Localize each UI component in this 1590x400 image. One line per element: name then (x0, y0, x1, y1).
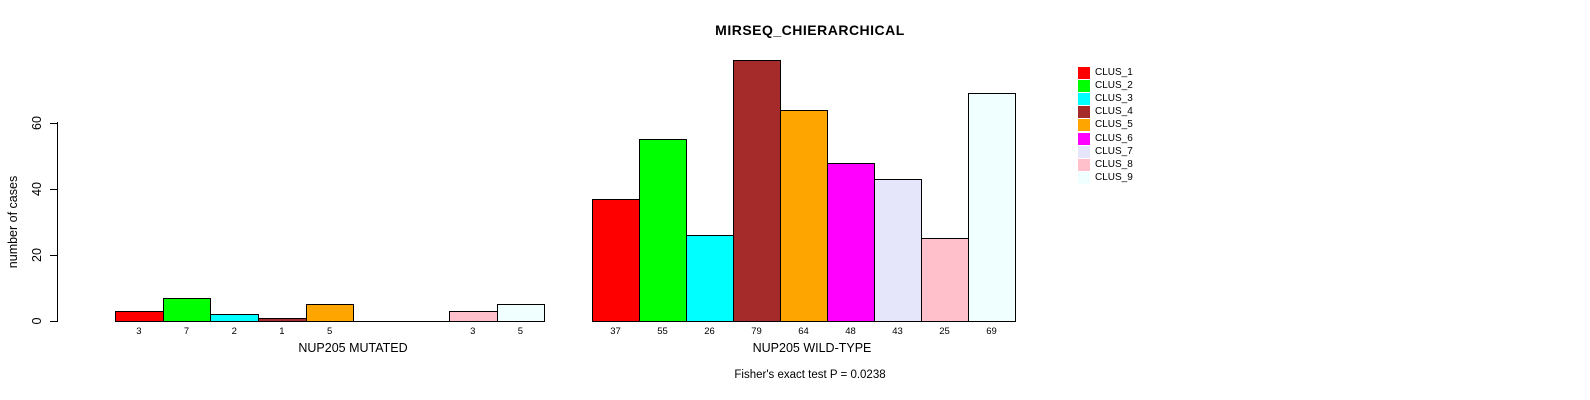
bar-value-label: 43 (892, 326, 903, 337)
chart-title: MIRSEQ_CHIERARCHICAL (715, 22, 905, 38)
legend-swatch (1078, 119, 1090, 132)
legend-swatch (1078, 79, 1090, 92)
legend-item: CLUS_6 (1078, 132, 1133, 145)
x-axis-group-label: NUP205 MUTATED (298, 341, 408, 355)
y-axis-label: number of cases (6, 175, 20, 269)
bar-value-label: 25 (939, 326, 950, 337)
bar-clus_8 (448, 311, 498, 322)
y-axis-tick (50, 122, 57, 124)
bar-clus_7 (874, 179, 922, 322)
legend-label: CLUS_9 (1095, 172, 1133, 184)
bar-value-label: 2 (231, 326, 237, 337)
bar-value-label: 37 (610, 326, 621, 337)
bar-clus_3 (210, 314, 260, 322)
y-axis-line (57, 122, 58, 322)
bar-value-label: 55 (657, 326, 668, 337)
legend-swatch (1078, 172, 1090, 185)
legend-item: CLUS_3 (1078, 92, 1133, 105)
y-axis-tick (50, 254, 57, 256)
bar-clus_4 (733, 60, 781, 322)
legend-item: CLUS_9 (1078, 172, 1133, 185)
legend-item: CLUS_2 (1078, 79, 1133, 92)
fisher-test-annotation: Fisher's exact test P = 0.0238 (734, 369, 886, 381)
bar-clus_6 (827, 163, 875, 322)
y-axis-tick (50, 188, 57, 190)
bar-value-label: 64 (798, 326, 809, 337)
bar-value-label: 3 (136, 326, 142, 337)
bar-value-label: 48 (845, 326, 856, 337)
bar-value-label: 69 (986, 326, 997, 337)
bar-clus_3 (686, 235, 734, 322)
bar-value-label: 5 (326, 326, 333, 337)
bar-value-label: 3 (470, 326, 476, 337)
legend-swatch (1078, 158, 1090, 171)
legend-item: CLUS_4 (1078, 106, 1133, 119)
legend-label: CLUS_5 (1095, 119, 1133, 131)
y-axis-tick-label: 40 (30, 182, 44, 196)
legend-label: CLUS_2 (1095, 79, 1133, 91)
legend-swatch (1078, 106, 1090, 119)
legend: CLUS_1 CLUS_2 CLUS_3 CLUS_4 CLUS_5 CLUS_6 CLUS… (1078, 66, 1133, 185)
bar-clus_1 (115, 311, 164, 322)
legend-label: CLUS_8 (1095, 158, 1133, 170)
bar-value-label: 79 (751, 326, 762, 337)
bar-value-label: 5 (517, 326, 524, 337)
bar-clus_5 (780, 110, 828, 322)
legend-label: CLUS_7 (1095, 145, 1133, 157)
bar-clus_4 (258, 318, 307, 322)
legend-swatch (1078, 92, 1090, 105)
y-axis-tick-label: 20 (30, 248, 44, 262)
legend-swatch (1078, 66, 1090, 79)
legend-item: CLUS_1 (1078, 66, 1133, 79)
y-axis-tick (50, 320, 57, 322)
bar-clus_9 (968, 93, 1016, 322)
legend-label: CLUS_4 (1095, 106, 1133, 118)
bar-clus_1 (592, 199, 640, 322)
legend-label: CLUS_1 (1095, 66, 1133, 78)
y-axis-tick-label: 60 (30, 116, 44, 130)
legend-item: CLUS_5 (1078, 119, 1133, 132)
bar-value-label: 7 (183, 326, 190, 337)
bar-clus_2 (162, 298, 212, 322)
y-axis-tick-label: 0 (30, 317, 44, 325)
bar-value-label: 26 (704, 326, 715, 337)
legend-swatch (1078, 132, 1090, 145)
legend-label: CLUS_3 (1095, 92, 1133, 104)
bar-clus_9 (496, 304, 546, 322)
bar-clus_5 (305, 304, 355, 322)
bar-value-label: 1 (279, 326, 285, 337)
legend-label: CLUS_6 (1095, 132, 1133, 144)
legend-item: CLUS_7 (1078, 145, 1133, 158)
legend-swatch (1078, 145, 1090, 158)
bar-clus_2 (639, 139, 687, 322)
bar-clus_8 (921, 238, 969, 322)
x-axis-group-label: NUP205 WILD-TYPE (752, 341, 872, 355)
legend-item: CLUS_8 (1078, 158, 1133, 171)
